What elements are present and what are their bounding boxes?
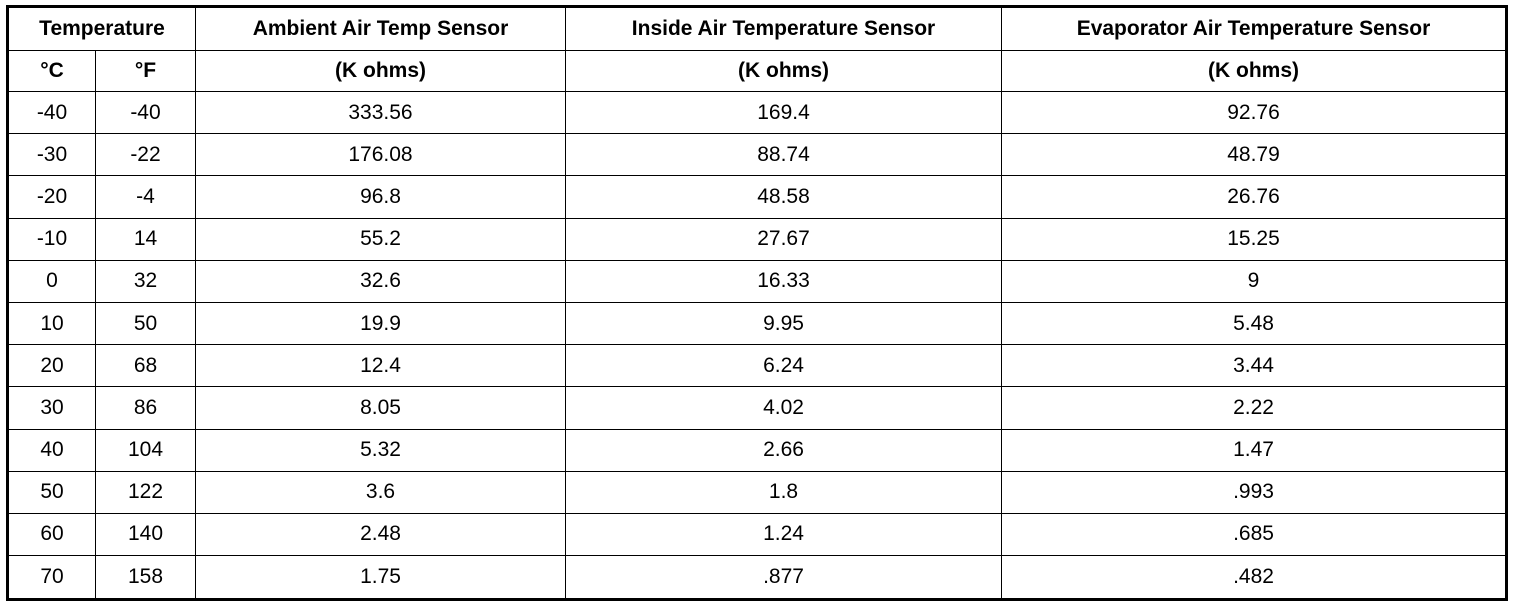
data-cell: 26.76 [1001, 175, 1507, 219]
data-cell: 2.22 [1001, 386, 1507, 430]
data-cell: 158 [95, 555, 196, 600]
data-cell: 3.44 [1001, 344, 1507, 388]
data-cell: 50 [95, 301, 196, 346]
header-cell: (K ohms) [565, 50, 1002, 92]
data-row: -10 14 55.2 27.67 15.25 [7, 217, 1507, 261]
data-cell: -30 [7, 133, 96, 177]
data-cell: 30 [7, 386, 96, 430]
data-row: -30 -22 176.08 88.74 48.79 [7, 133, 1507, 177]
data-cell: -4 [95, 175, 196, 219]
data-row: 40 104 5.32 2.66 1.47 [7, 428, 1507, 472]
data-cell: 50 [7, 470, 96, 514]
data-cell: 333.56 [195, 90, 566, 135]
data-cell: 6.24 [565, 344, 1002, 388]
data-cell: 55.2 [195, 217, 566, 261]
data-cell: .685 [1001, 512, 1507, 557]
data-cell: 140 [95, 512, 196, 557]
data-cell: .482 [1001, 555, 1507, 600]
header-row: Temperature Ambient Air Temp Sensor Inside… [7, 6, 1507, 51]
header-cell: Ambient Air Temp Sensor [195, 6, 566, 51]
data-cell: 10 [7, 301, 96, 346]
data-cell: 104 [95, 428, 196, 472]
data-cell: 15.25 [1001, 217, 1507, 261]
data-cell: 32.6 [195, 259, 566, 303]
data-cell: -40 [95, 90, 196, 135]
data-cell: 0 [7, 259, 96, 303]
data-cell: 9.95 [565, 301, 1002, 346]
data-cell: 14 [95, 217, 196, 261]
data-row: 50 122 3.6 1.8.993 [7, 470, 1507, 514]
data-row: 70 158 1.75.877.482 [7, 555, 1507, 600]
data-cell: 88.74 [565, 133, 1002, 177]
data-cell: 5.32 [195, 428, 566, 472]
data-cell: 4.02 [565, 386, 1002, 430]
data-cell: 48.58 [565, 175, 1002, 219]
data-cell: 169.4 [565, 90, 1002, 135]
data-cell: 20 [7, 344, 96, 388]
header-cell: Inside Air Temperature Sensor [565, 6, 1002, 51]
data-cell: 32 [95, 259, 196, 303]
data-cell: .877 [565, 555, 1002, 600]
data-cell: 176.08 [195, 133, 566, 177]
data-cell: 86 [95, 386, 196, 430]
data-cell: -20 [7, 175, 96, 219]
table-body: Temperature Ambient Air Temp Sensor Inside… [7, 6, 1507, 600]
data-cell: 48.79 [1001, 133, 1507, 177]
data-cell: 1.24 [565, 512, 1002, 557]
data-row: 10 50 19.9 9.95 5.48 [7, 301, 1507, 346]
data-cell: 3.6 [195, 470, 566, 514]
data-cell: 2.48 [195, 512, 566, 557]
data-cell: 68 [95, 344, 196, 388]
header-row: °C °F (K ohms) (K ohms) (K ohms) [7, 50, 1507, 92]
resistance-table: Temperature Ambient Air Temp Sensor Inside… [6, 5, 1508, 601]
data-cell: 40 [7, 428, 96, 472]
data-cell: 60 [7, 512, 96, 557]
data-cell: 2.66 [565, 428, 1002, 472]
data-cell: 8.05 [195, 386, 566, 430]
data-cell: 19.9 [195, 301, 566, 346]
data-cell: 1.75 [195, 555, 566, 600]
data-row: 20 68 12.4 6.24 3.44 [7, 344, 1507, 388]
data-cell: 96.8 [195, 175, 566, 219]
data-cell: 122 [95, 470, 196, 514]
data-cell: .993 [1001, 470, 1507, 514]
data-cell: 27.67 [565, 217, 1002, 261]
data-cell: -10 [7, 217, 96, 261]
data-cell: 70 [7, 555, 96, 600]
header-cell: (K ohms) [1001, 50, 1507, 92]
header-cell: Temperature [7, 6, 196, 51]
data-cell: -40 [7, 90, 96, 135]
data-row: 60 140 2.48 1.24.685 [7, 512, 1507, 557]
data-cell: 9 [1001, 259, 1507, 303]
header-cell: (K ohms) [195, 50, 566, 92]
data-cell: 92.76 [1001, 90, 1507, 135]
data-row: 0 32 32.6 16.33 9 [7, 259, 1507, 303]
data-row: -20 -4 96.8 48.58 26.76 [7, 175, 1507, 219]
data-cell: 12.4 [195, 344, 566, 388]
data-cell: 5.48 [1001, 301, 1507, 346]
data-row: -40 -40 333.56 169.4 92.76 [7, 90, 1507, 135]
data-row: 30 86 8.05 4.02 2.22 [7, 386, 1507, 430]
header-cell: °F [95, 50, 196, 92]
header-cell: Evaporator Air Temperature Sensor [1001, 6, 1507, 51]
data-cell: 1.47 [1001, 428, 1507, 472]
data-cell: 1.8 [565, 470, 1002, 514]
data-cell: 16.33 [565, 259, 1002, 303]
data-cell: -22 [95, 133, 196, 177]
header-cell: °C [7, 50, 96, 92]
